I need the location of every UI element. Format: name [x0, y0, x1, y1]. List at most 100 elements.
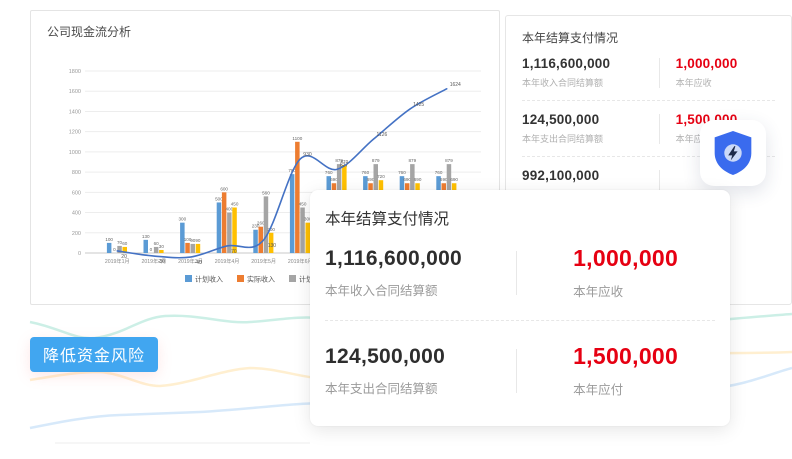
stat-label: 本年支出合同结算额 [325, 381, 438, 396]
stat-value: 124,500,000 [522, 112, 600, 127]
svg-text:879: 879 [335, 158, 343, 163]
cashflow-panel-title: 公司现金流分析 [47, 25, 132, 39]
stat-label: 本年收入合同结算额 [522, 78, 604, 88]
svg-text:870: 870 [341, 159, 349, 164]
svg-text:70: 70 [117, 240, 123, 245]
svg-text:100: 100 [184, 237, 192, 242]
svg-text:30: 30 [159, 244, 165, 249]
svg-text:2019年4月: 2019年4月 [215, 257, 240, 265]
security-shield-card[interactable] [700, 120, 766, 186]
column-divider [516, 250, 518, 295]
svg-text:879: 879 [409, 158, 417, 163]
cashflow-panel: 公司现金流分析 0 200 400 600 800 1000 1200 1400 1600 180… [30, 10, 500, 305]
svg-text:1000: 1000 [69, 150, 81, 156]
svg-text:690: 690 [414, 177, 422, 182]
svg-text:450: 450 [231, 202, 239, 207]
legend-item[interactable]: 计划收入 [185, 275, 223, 284]
stat-label: 本年支出合同结算额 [522, 134, 604, 144]
svg-text:60: 60 [154, 241, 160, 246]
stat-value: 1,116,600,000 [522, 56, 611, 71]
svg-text:-30: -30 [158, 259, 165, 265]
stat-row-income: 1,116,600,000 本年收入合同结算额 1,000,000 本年应收 [522, 56, 775, 89]
svg-text:800: 800 [72, 170, 81, 176]
svg-text:130: 130 [142, 234, 150, 239]
stat-value: 992,100,000 [522, 168, 600, 183]
popup-payable: 1,500,000 本年应付 [517, 343, 715, 398]
stat-value: 1,500,000 [573, 343, 679, 369]
stat-label: 本年应收 [573, 285, 624, 299]
svg-text:760: 760 [362, 170, 370, 175]
popup-title: 本年结算支付情况 [325, 211, 450, 228]
column-divider [658, 113, 660, 144]
stat-value: 1,000,000 [573, 245, 679, 271]
svg-text:0: 0 [113, 247, 116, 252]
svg-text:1800: 1800 [69, 69, 81, 75]
svg-text:560: 560 [262, 190, 270, 195]
row-divider [522, 100, 775, 101]
svg-text:450: 450 [299, 202, 307, 207]
shield-bolt-icon [714, 131, 752, 175]
svg-text:1400: 1400 [69, 109, 81, 115]
svg-text:2019年1月: 2019年1月 [105, 257, 130, 265]
svg-text:实际收入: 实际收入 [247, 275, 275, 284]
svg-text:90: 90 [195, 238, 201, 243]
svg-text:计划收入: 计划收入 [195, 275, 223, 284]
svg-text:70: 70 [231, 249, 237, 255]
svg-text:690: 690 [450, 177, 458, 182]
svg-text:930: 930 [303, 152, 312, 158]
row-divider [522, 156, 775, 157]
popup-income-settled: 1,116,600,000 本年收入合同结算额 [325, 247, 516, 299]
svg-text:1425: 1425 [413, 102, 424, 108]
svg-text:690: 690 [403, 177, 411, 182]
stat-value: 1,000,000 [675, 56, 738, 71]
svg-text:400: 400 [226, 207, 234, 212]
settlement-popup: 本年结算支付情况 1,116,600,000 本年收入合同结算额 1,000,0… [310, 190, 730, 426]
svg-text:1624: 1624 [450, 82, 461, 88]
svg-text:690: 690 [330, 177, 338, 182]
popup-row-income: 1,116,600,000 本年收入合同结算额 1,000,000 本年应收 [325, 245, 715, 300]
stat-label: 本年应收 [675, 78, 712, 88]
svg-text:130: 130 [268, 243, 277, 249]
stat-expense-settled: 124,500,000 本年支出合同结算额 [522, 112, 659, 145]
stat-income-settled: 1,116,600,000 本年收入合同结算额 [522, 56, 659, 89]
svg-text:2019年5月: 2019年5月 [251, 257, 276, 265]
svg-text:2019年6月: 2019年6月 [288, 257, 313, 265]
column-divider [658, 169, 660, 200]
svg-text:600: 600 [220, 186, 228, 191]
stat-label: 本年收入合同结算额 [325, 283, 438, 298]
risk-badge: 降低资金风险 [30, 337, 159, 372]
svg-text:60: 60 [122, 241, 128, 246]
popup-receivable: 1,000,000 本年应收 [517, 245, 715, 300]
row-divider [325, 320, 715, 321]
svg-text:760: 760 [325, 170, 333, 175]
svg-text:690: 690 [367, 177, 375, 182]
column-divider [658, 57, 660, 88]
svg-text:2019年3月: 2019年3月 [178, 257, 203, 265]
svg-text:200: 200 [72, 231, 81, 237]
svg-text:1100: 1100 [292, 136, 302, 141]
svg-text:827: 827 [340, 162, 349, 168]
svg-text:2019年2月: 2019年2月 [141, 257, 166, 265]
svg-text:879: 879 [372, 158, 380, 163]
svg-text:100: 100 [105, 237, 113, 242]
svg-text:690: 690 [440, 177, 448, 182]
svg-text:1200: 1200 [69, 130, 81, 136]
settlement-panel-title: 本年结算支付情况 [522, 31, 619, 45]
popup-row-expense: 124,500,000 本年支出合同结算额 1,500,000 本年应付 [325, 343, 715, 398]
svg-text:1126: 1126 [377, 132, 388, 138]
stat-label: 本年应付 [573, 383, 624, 397]
svg-text:260: 260 [257, 221, 265, 226]
stat-row-expense: 124,500,000 本年支出合同结算额 1,500,000 本年应付 [522, 112, 775, 145]
svg-text:600: 600 [72, 190, 81, 196]
popup-expense-settled: 124,500,000 本年支出合同结算额 [325, 345, 516, 397]
svg-text:-40: -40 [195, 260, 202, 266]
svg-text:879: 879 [445, 158, 453, 163]
svg-text:1600: 1600 [69, 89, 81, 95]
stat-receivable: 1,000,000 本年应收 [660, 56, 775, 89]
legend-item[interactable]: 实际收入 [237, 275, 275, 284]
column-divider [516, 348, 518, 393]
svg-text:400: 400 [72, 211, 81, 217]
stat-value: 1,116,600,000 [325, 246, 463, 270]
svg-text:760: 760 [435, 170, 443, 175]
